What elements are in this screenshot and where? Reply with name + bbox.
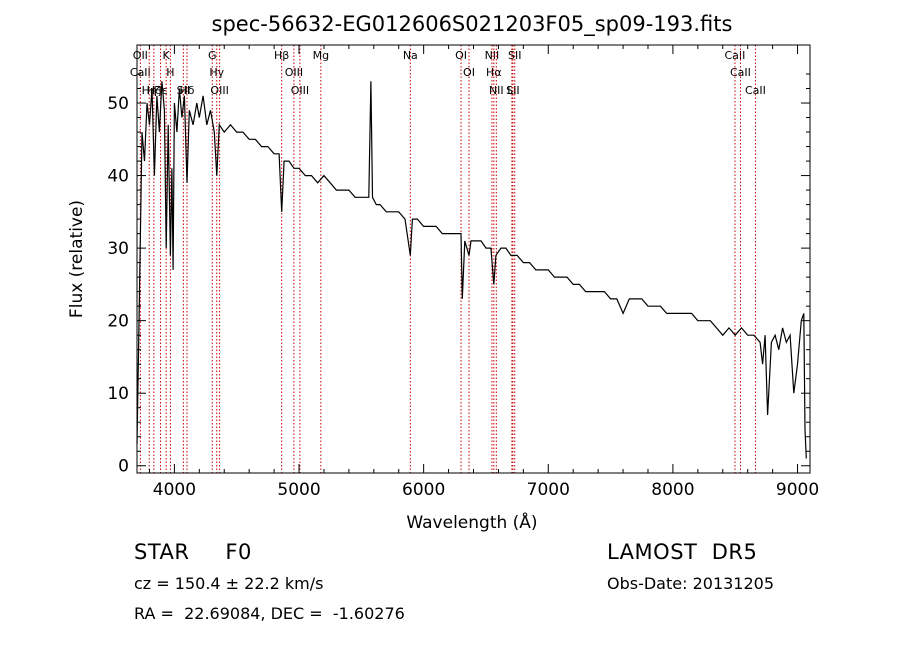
x-tick-label: 4000 bbox=[153, 480, 196, 500]
line-marker-label: CaII bbox=[730, 66, 751, 79]
series-layer bbox=[136, 81, 807, 459]
x-tick-label: 6000 bbox=[402, 480, 445, 500]
y-tick-label: 20 bbox=[107, 312, 129, 332]
redshift-velocity: cz = 150.4 ± 22.2 km/s bbox=[134, 574, 324, 593]
line-marker-label: Hα bbox=[486, 66, 502, 79]
line-marker-label: CaII bbox=[745, 84, 766, 97]
y-tick-label: 50 bbox=[107, 94, 129, 114]
line-marker-label: CaII bbox=[130, 66, 151, 79]
y-tick-label: 30 bbox=[107, 239, 129, 259]
line-marker-label: SII bbox=[506, 84, 519, 97]
chart-title: spec-56632-EG012606S021203F05_sp09-193.f… bbox=[212, 12, 733, 37]
line-marker-label: OI bbox=[455, 49, 467, 62]
plot-frame bbox=[136, 44, 811, 474]
survey-name: LAMOST DR5 bbox=[607, 540, 758, 564]
x-tick-label: 8000 bbox=[651, 480, 694, 500]
line-marker-label: SII bbox=[508, 49, 521, 62]
axes-layer: 4000 5000 6000 7000 8000 9000 0 10 20 30 40 50 bbox=[107, 44, 819, 500]
line-marker-label: Hδ bbox=[179, 84, 194, 97]
line-marker-label: Hζ bbox=[147, 84, 161, 97]
object-class: STAR F0 bbox=[134, 540, 252, 564]
line-marker-label: CaII bbox=[725, 49, 746, 62]
line-marker-label: Mg bbox=[313, 49, 329, 62]
x-tick-label: 9000 bbox=[776, 480, 819, 500]
line-marker-label: NII bbox=[485, 49, 500, 62]
line-marker-label: OI bbox=[463, 66, 475, 79]
line-marker-label: Hε bbox=[153, 84, 167, 97]
line-marker-label: Na bbox=[403, 49, 418, 62]
line-marker-label: OII bbox=[133, 49, 148, 62]
line-marker-label: Hβ bbox=[274, 49, 289, 62]
line-marker-label: OIII bbox=[285, 66, 303, 79]
line-marker-label: H bbox=[166, 66, 174, 79]
line-marker-label: Li bbox=[507, 84, 516, 97]
y-tick-label: 10 bbox=[107, 384, 129, 404]
line-marker-label: K bbox=[163, 49, 171, 62]
x-axis-label: Wavelength (Å) bbox=[406, 511, 537, 533]
line-marker-label: G bbox=[208, 49, 217, 62]
line-marker-label: NII bbox=[489, 84, 504, 97]
line-marker-label: OIII bbox=[291, 84, 309, 97]
observation-date: Obs-Date: 20131205 bbox=[607, 574, 775, 593]
y-tick-label: 0 bbox=[118, 457, 129, 477]
line-marker-label: Hη bbox=[142, 84, 157, 97]
spectrum-series-line bbox=[136, 81, 807, 459]
x-tick-label: 5000 bbox=[277, 480, 320, 500]
line-marker-label: Hγ bbox=[209, 66, 224, 79]
sky-coordinates: RA = 22.69084, DEC = -1.60276 bbox=[134, 604, 405, 623]
y-tick-label: 40 bbox=[107, 167, 129, 187]
line-marker-label: OIII bbox=[210, 84, 228, 97]
x-tick-label: 7000 bbox=[527, 480, 570, 500]
y-axis-label: Flux (relative) bbox=[67, 200, 87, 318]
